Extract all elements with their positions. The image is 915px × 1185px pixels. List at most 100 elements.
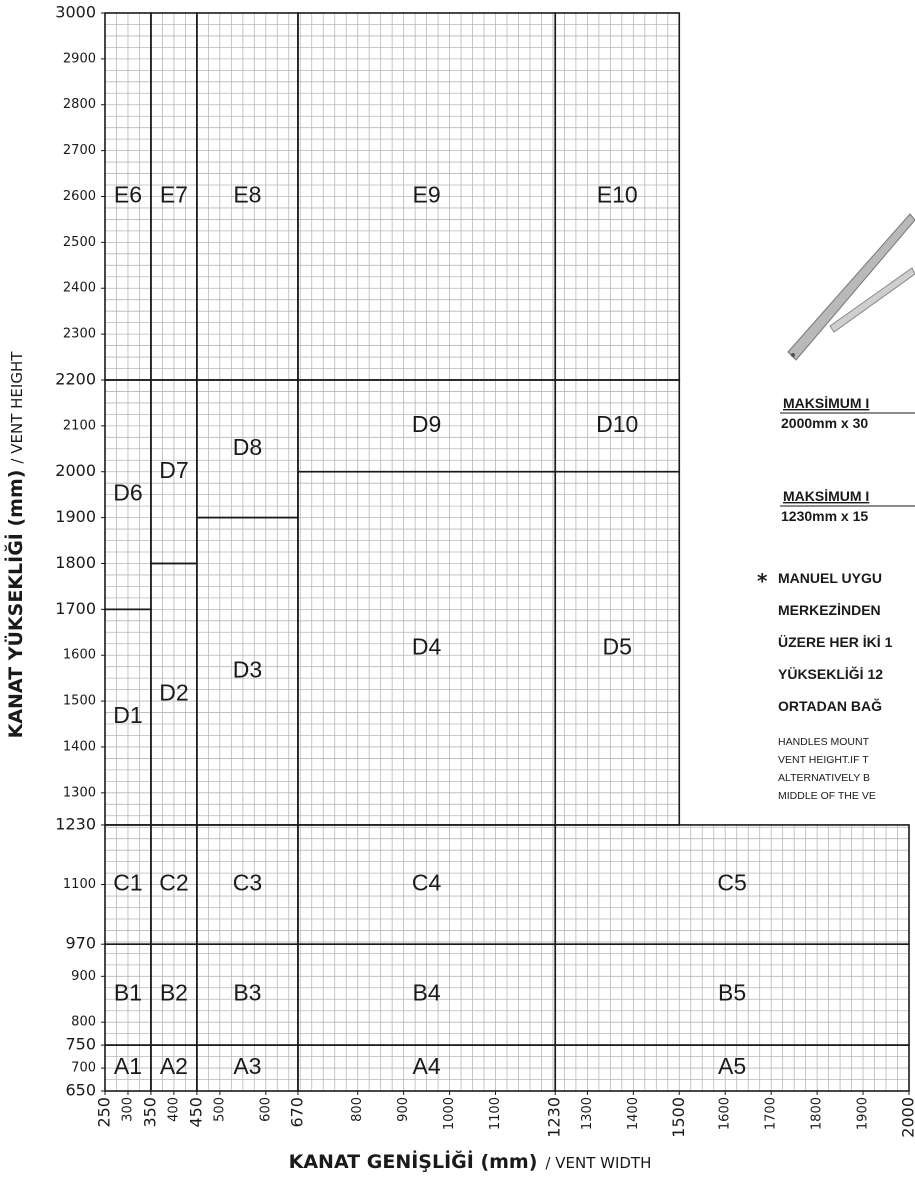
- x-axis-title: KANAT GENİŞLİĞİ (mm) / VENT WIDTH: [289, 1149, 652, 1173]
- y-tick-label: 900: [71, 969, 96, 984]
- zone-label: A1: [114, 1053, 142, 1079]
- zone-label: C2: [159, 870, 188, 896]
- x-tick-label: 250: [95, 1097, 114, 1128]
- y-label-note: / VENT HEIGHT: [8, 351, 26, 464]
- zone-label: C4: [412, 870, 442, 896]
- rivet: [791, 353, 795, 357]
- zone-label: C1: [113, 870, 142, 896]
- x-tick-label: 1230: [545, 1097, 564, 1138]
- note-en-line: HANDLES MOUNT: [778, 736, 870, 748]
- note-line: MERKEZİNDEN: [778, 602, 881, 618]
- y-tick-label: 750: [65, 1035, 96, 1054]
- product-image: [787, 213, 915, 361]
- stay-arm: [829, 267, 915, 333]
- zone: [554, 12, 681, 381]
- y-tick-label: 2400: [63, 281, 96, 296]
- zone-label: D5: [603, 633, 632, 659]
- y-tick-label: 1500: [63, 694, 96, 709]
- x-tick-label: 1800: [810, 1097, 825, 1130]
- note-line: MANUEL UYGU: [778, 570, 882, 586]
- y-tick-label: 2700: [63, 143, 96, 158]
- zone-label: D4: [412, 633, 442, 659]
- y-tick-label: 1600: [63, 648, 96, 663]
- y-tick-label: 700: [71, 1061, 96, 1076]
- note-mark: *: [757, 569, 768, 593]
- y-tick-label: 1100: [63, 877, 96, 892]
- x-label: KANAT GENİŞLİĞİ (mm): [289, 1149, 538, 1173]
- x-tick-label: 1900: [856, 1097, 871, 1130]
- x-tick-label: 350: [140, 1097, 159, 1128]
- zone-label: A4: [413, 1053, 441, 1079]
- note-line: YÜKSEKLİĞİ 12: [778, 665, 883, 682]
- x-label-note: / VENT WIDTH: [545, 1154, 651, 1172]
- zone-label: E6: [114, 182, 142, 208]
- note-line: ÜZERE HER İKİ 1: [778, 634, 893, 650]
- y-label: KANAT YÜKSEKLİĞİ (mm): [3, 470, 27, 739]
- zone-label: D1: [113, 702, 142, 728]
- y-tick-label: 3000: [55, 3, 96, 22]
- x-tick-label: 900: [396, 1097, 411, 1122]
- zone-label: D2: [159, 679, 188, 705]
- zone-label: E7: [160, 182, 188, 208]
- y-tick-label: 2500: [63, 235, 96, 250]
- y-tick-label: 1300: [63, 785, 96, 800]
- y-tick-label: 2300: [63, 327, 96, 342]
- zone-label: A2: [160, 1053, 188, 1079]
- x-tick-label: 1700: [764, 1097, 779, 1130]
- zone-label: C3: [233, 870, 262, 896]
- note-en-line: ALTERNATIVELY B: [778, 772, 870, 784]
- zone-label: B5: [718, 980, 746, 1006]
- y-tick-label: 2000: [55, 461, 96, 480]
- x-tick-label: 600: [258, 1097, 273, 1122]
- zone-label: A5: [718, 1053, 746, 1079]
- zone-label: B1: [114, 980, 142, 1006]
- y-tick-label: 1900: [55, 507, 96, 526]
- y-tick-label: 2200: [55, 369, 96, 388]
- zone-label: D3: [233, 656, 262, 682]
- side-panel: MAKSİMUM I 2000mm x 30 MAKSİMUM I 1230mm…: [757, 395, 915, 593]
- max-value: 1230mm x 15: [781, 508, 868, 524]
- y-tick-label: 1700: [55, 599, 96, 618]
- zone-label: D7: [159, 457, 188, 483]
- note-en-line: VENT HEIGHT.IF T: [778, 754, 869, 766]
- y-tick-label: 650: [65, 1081, 96, 1100]
- x-tick-label: 1300: [580, 1097, 595, 1130]
- zone-label: D6: [113, 480, 142, 506]
- y-axis-title: KANAT YÜKSEKLİĞİ (mm) / VENT HEIGHT: [3, 351, 27, 739]
- x-tick-label: 1000: [442, 1097, 457, 1130]
- zone-label: B2: [160, 980, 188, 1006]
- x-tick-label: 1500: [669, 1097, 688, 1138]
- zone-label: E9: [413, 182, 441, 208]
- max-title: MAKSİMUM I: [783, 488, 869, 504]
- x-tick-label: 670: [287, 1097, 306, 1128]
- x-tick-label: 800: [350, 1097, 365, 1122]
- y-tick-label: 2800: [63, 97, 96, 112]
- x-tick-label: 300: [120, 1097, 135, 1122]
- y-tick-label: 970: [65, 934, 96, 953]
- zone: [554, 824, 910, 946]
- stay-arm: [787, 213, 915, 361]
- zone-label: D8: [233, 434, 262, 460]
- zone-label: D9: [412, 411, 441, 437]
- y-tick-label: 800: [71, 1015, 96, 1030]
- zone-label: C5: [717, 870, 746, 896]
- zone-label: B4: [413, 980, 441, 1006]
- y-tick-label: 1800: [55, 553, 96, 572]
- y-tick-label: 2100: [63, 418, 96, 433]
- max-title: MAKSİMUM I: [783, 395, 869, 411]
- max-value: 2000mm x 30: [781, 415, 868, 431]
- x-tick-label: 2000: [899, 1097, 915, 1138]
- x-tick-label: 1400: [626, 1097, 641, 1130]
- x-tick-label: 500: [212, 1097, 227, 1122]
- zone-label: D10: [596, 411, 638, 437]
- note-line: ORTADAN BAĞ: [778, 697, 882, 714]
- zone-label: E10: [597, 182, 638, 208]
- x-tick-label: 450: [186, 1097, 205, 1128]
- x-tick-label: 1100: [488, 1097, 503, 1130]
- grid: [105, 13, 909, 1092]
- x-tick-label: 400: [166, 1097, 181, 1122]
- y-tick-label: 1230: [55, 814, 96, 833]
- y-tick-label: 2900: [63, 51, 96, 66]
